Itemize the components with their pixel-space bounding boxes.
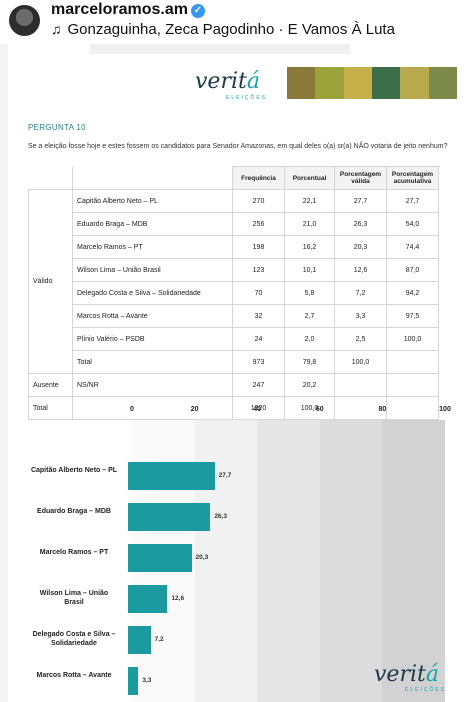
row-name: Eduardo Braga – MDB bbox=[72, 212, 233, 236]
bar-value-label: 12,6 bbox=[171, 595, 185, 602]
bar-category-label: Capitão Alberto Neto – PL bbox=[30, 467, 118, 474]
bar-category-label: Eduardo Braga – MDB bbox=[37, 508, 111, 515]
bar-chart: veritá ELEIÇÕES 0 20 40 60 80 100 Capitão Albe… bbox=[0, 400, 465, 702]
x-tick-label: 100 bbox=[439, 406, 451, 413]
music-track-label: Gonzaguinha, Zeca Pagodinho · E Vamos À … bbox=[67, 21, 395, 38]
faded-header-strip bbox=[90, 44, 350, 54]
verified-badge-icon: ✓ bbox=[190, 4, 205, 18]
bar-category-label: Marcelo Ramos – PT bbox=[39, 549, 109, 556]
col-header-frequencia: Frequência bbox=[232, 166, 285, 190]
col-header-porcentagem-acumulativa: Porcentagem acumulativa bbox=[386, 166, 439, 190]
bar bbox=[128, 667, 139, 695]
col-header-porcentagem-valida: Porcentagem válida bbox=[334, 166, 387, 190]
row-name: Total bbox=[72, 350, 233, 374]
table-row: Total 1220 100,0 bbox=[28, 396, 439, 420]
table-header-row: Frequência Porcentual Porcentagem válida… bbox=[28, 166, 439, 190]
table-row: Eduardo Braga – MDB 256 21,0 26,3 54,0 bbox=[29, 212, 439, 236]
x-tick-label: 20 bbox=[190, 406, 199, 413]
bar-value-label: 20,3 bbox=[195, 554, 209, 561]
verita-logo: veritá bbox=[195, 69, 260, 94]
group-label-valido: Válido bbox=[28, 189, 73, 374]
avatar[interactable] bbox=[9, 5, 40, 36]
table-row: Total 973 79,8 100,0 bbox=[29, 350, 439, 374]
header-photo-banner bbox=[287, 67, 457, 99]
music-track[interactable]: ♫ Gonzaguinha, Zeca Pagodinho · E Vamos À… bbox=[51, 21, 395, 38]
chart-band bbox=[319, 420, 383, 702]
page-edge bbox=[0, 44, 8, 702]
row-name: NS/NR bbox=[72, 373, 233, 397]
results-table: Frequência Porcentual Porcentagem válida… bbox=[28, 166, 439, 420]
table-row: Válido Capitão Alberto Neto – PL 270 22,… bbox=[28, 189, 439, 374]
bar-category-label: Marcos Rotta – Avante bbox=[36, 672, 112, 679]
x-tick-label: 40 bbox=[253, 406, 262, 413]
table-row: Wilson Lima – União Brasil 123 10,1 12,6… bbox=[29, 258, 439, 282]
table-row: Marcelo Ramos – PT 198 16,2 20,3 74,4 bbox=[29, 235, 439, 259]
row-name: Capitão Alberto Neto – PL bbox=[72, 189, 233, 213]
survey-document: veritá ELEIÇÕES PERGUNTA 10 Se a eleição… bbox=[0, 44, 465, 702]
question-number: PERGUNTA 10 bbox=[28, 123, 86, 132]
music-note-icon: ♫ bbox=[51, 21, 62, 37]
bar bbox=[128, 626, 151, 654]
verita-logo-chart-sub: ELEIÇÕES bbox=[405, 687, 447, 693]
table-row: Ausente NS/NR 247 20,2 bbox=[28, 373, 439, 397]
row-name: Marcelo Ramos – PT bbox=[72, 235, 233, 259]
x-tick-label: 0 bbox=[130, 406, 134, 413]
chart-band bbox=[382, 420, 445, 702]
col-header-porcentual: Porcentual bbox=[284, 166, 335, 190]
bar-value-label: 26,3 bbox=[214, 513, 227, 520]
x-tick-label: 80 bbox=[378, 406, 387, 413]
table-row: Plínio Valério – PSDB 24 2,0 2,5 100,0 bbox=[29, 327, 439, 351]
bar bbox=[128, 544, 192, 572]
row-name: Wilson Lima – União Brasil bbox=[72, 258, 233, 282]
table-row: Marcos Rotta – Avante 32 2,7 3,3 97,5 bbox=[29, 304, 439, 328]
bar bbox=[128, 503, 211, 531]
table-row: Delegado Costa e Silva – Solidariedade 7… bbox=[29, 281, 439, 305]
bar bbox=[128, 585, 168, 613]
chart-band bbox=[257, 420, 320, 702]
profile-username[interactable]: marceloramos.am ✓ bbox=[51, 1, 205, 19]
instagram-header: marceloramos.am ✓ ♫ Gonzaguinha, Zeca Pago… bbox=[0, 0, 465, 44]
question-text: Se a eleição fosse hoje e estes fossem o… bbox=[28, 143, 448, 150]
bar-category-label: Wilson Lima – União Brasil bbox=[39, 590, 109, 606]
verita-logo-chart: veritá bbox=[374, 662, 439, 687]
group-label-ausente: Ausente bbox=[28, 373, 73, 397]
bar-value-label: 7,2 bbox=[154, 636, 164, 643]
row-name: Plínio Valério – PSDB bbox=[72, 327, 233, 351]
row-name: Marcos Rotta – Avante bbox=[72, 304, 233, 328]
group-label-total: Total bbox=[28, 396, 73, 420]
bar-value-label: 27,7 bbox=[218, 472, 232, 479]
bar-category-label: Delegado Costa e Silva – Solidariedade bbox=[32, 631, 116, 647]
bar bbox=[128, 462, 215, 490]
row-name: Delegado Costa e Silva – Solidariedade bbox=[72, 281, 233, 305]
bar-value-label: 3,3 bbox=[142, 677, 152, 684]
verita-logo-sub: ELEIÇÕES bbox=[226, 95, 268, 101]
x-tick-label: 60 bbox=[315, 406, 324, 413]
